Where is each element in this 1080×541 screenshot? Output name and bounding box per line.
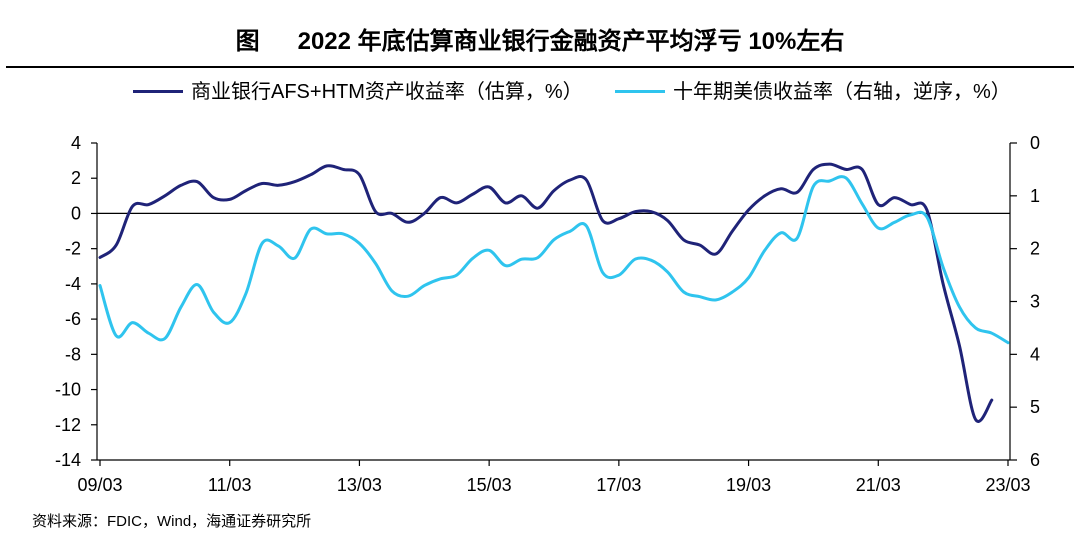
series-line-ust-10y-yield <box>98 175 1010 345</box>
x-axis-tick-label: 15/03 <box>467 475 512 495</box>
figure-label: 图 <box>235 28 260 55</box>
legend-label-ust-yield: 十年期美债收益率（右轴，逆序，%） <box>673 81 1011 103</box>
left-axis-tick-label: -6 <box>65 309 81 329</box>
left-axis-tick-label: -4 <box>65 274 81 294</box>
left-axis-tick-label: 4 <box>71 133 81 153</box>
x-axis-tick-label: 23/03 <box>985 475 1030 495</box>
left-axis-tick-label: -8 <box>65 344 81 364</box>
right-axis-ticks: 0 1 2 3 4 5 6 <box>1010 133 1040 470</box>
x-axis-ticks: 09/03 11/03 13/03 15/03 17/03 19/03 21/03 23/03 <box>77 460 1031 495</box>
legend-label-bank-yield: 商业银行AFS+HTM资产收益率（估算，%） <box>191 81 583 103</box>
left-axis-tick-label: 0 <box>71 203 81 223</box>
legend-item-ust-yield: 十年期美债收益率（右轴，逆序，%） <box>615 80 1011 104</box>
x-axis-tick-label: 09/03 <box>77 475 122 495</box>
series-ust-10y-yield <box>98 175 1010 345</box>
x-axis-tick-label: 13/03 <box>337 475 382 495</box>
right-axis-tick-label: 4 <box>1030 344 1040 364</box>
right-axis-tick-label: 2 <box>1030 239 1040 259</box>
x-axis-tick-label: 11/03 <box>208 475 252 495</box>
left-axis-tick-label: -2 <box>65 239 81 259</box>
right-axis-tick-label: 3 <box>1030 292 1040 312</box>
x-axis-tick-label: 19/03 <box>726 475 771 495</box>
right-axis-tick-label: 0 <box>1030 133 1040 153</box>
x-axis-tick-label: 17/03 <box>596 475 641 495</box>
chart-title: 2022 年底估算商业银行金融资产平均浮亏 10%左右 <box>297 28 845 55</box>
series-line-bank-afs-htm-yield <box>98 162 994 423</box>
left-axis-tick-label: -10 <box>55 380 81 400</box>
left-axis-tick-label: -14 <box>55 450 81 470</box>
left-axis-tick-label: 2 <box>71 168 81 188</box>
series-bank-afs-htm-yield <box>98 162 994 423</box>
figure-title: 图 2022 年底估算商业银行金融资产平均浮亏 10%左右 <box>0 26 1080 58</box>
legend-swatch-ust-yield <box>615 90 665 94</box>
chart-series <box>98 162 1010 423</box>
right-axis-tick-label: 1 <box>1030 186 1040 206</box>
x-axis-tick-label: 21/03 <box>856 475 901 495</box>
left-axis-tick-label: -12 <box>55 415 81 435</box>
left-axis-ticks: 4 2 0 -2 -4 -6 -8 -10 -12 -14 <box>55 133 97 470</box>
right-axis-tick-label: 6 <box>1030 450 1040 470</box>
right-axis-tick-label: 5 <box>1030 397 1040 417</box>
title-divider <box>6 66 1074 68</box>
legend-swatch-bank-yield <box>133 90 183 94</box>
legend-item-bank-yield: 商业银行AFS+HTM资产收益率（估算，%） <box>133 80 583 104</box>
source-note: 资料来源：FDIC，Wind，海通证券研究所 <box>32 513 312 530</box>
